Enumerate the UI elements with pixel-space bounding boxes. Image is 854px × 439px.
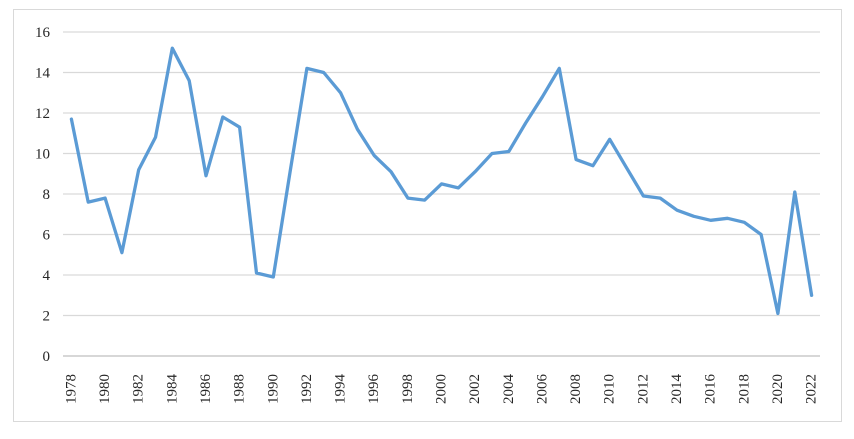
x-tick-label: 2020 (770, 374, 786, 404)
y-tick-label: 14 (35, 66, 51, 82)
chart-border (13, 9, 842, 422)
y-tick-label: 0 (43, 349, 51, 365)
x-tick-label: 1978 (63, 374, 79, 404)
y-tick-label: 6 (43, 228, 51, 244)
data-series-line (69, 46, 814, 316)
x-tick-label: 2004 (501, 374, 517, 405)
x-tick-label: 2018 (736, 374, 752, 404)
x-tick-label: 1994 (333, 374, 349, 405)
x-tick-label: 1986 (198, 374, 214, 405)
y-tick-label: 4 (43, 268, 51, 284)
x-tick-label: 2002 (467, 374, 483, 404)
x-tick-label: 1982 (131, 374, 147, 404)
x-tick-label: 1984 (164, 374, 180, 405)
x-tick-label: 1988 (232, 374, 248, 404)
x-tick-label: 1998 (400, 374, 416, 404)
y-tick-label: 2 (43, 309, 51, 325)
x-tick-label: 2022 (804, 374, 820, 404)
x-tick-label: 1996 (366, 374, 382, 405)
x-tick-label: 1980 (97, 374, 113, 404)
x-tick-label: 2016 (703, 374, 719, 405)
x-tick-label: 2012 (635, 374, 651, 404)
x-tick-label: 2014 (669, 374, 685, 405)
y-tick-label: 10 (35, 147, 50, 163)
x-tick-label: 2008 (568, 374, 584, 404)
y-tick-label: 12 (35, 106, 50, 122)
x-tick-label: 2006 (534, 374, 550, 405)
x-tick-label: 2000 (434, 374, 450, 404)
x-tick-label: 2010 (602, 374, 618, 404)
y-tick-label: 8 (43, 187, 51, 203)
x-tick-label: 1992 (299, 374, 315, 404)
y-tick-label: 16 (35, 25, 51, 41)
x-tick-label: 1990 (265, 374, 281, 404)
